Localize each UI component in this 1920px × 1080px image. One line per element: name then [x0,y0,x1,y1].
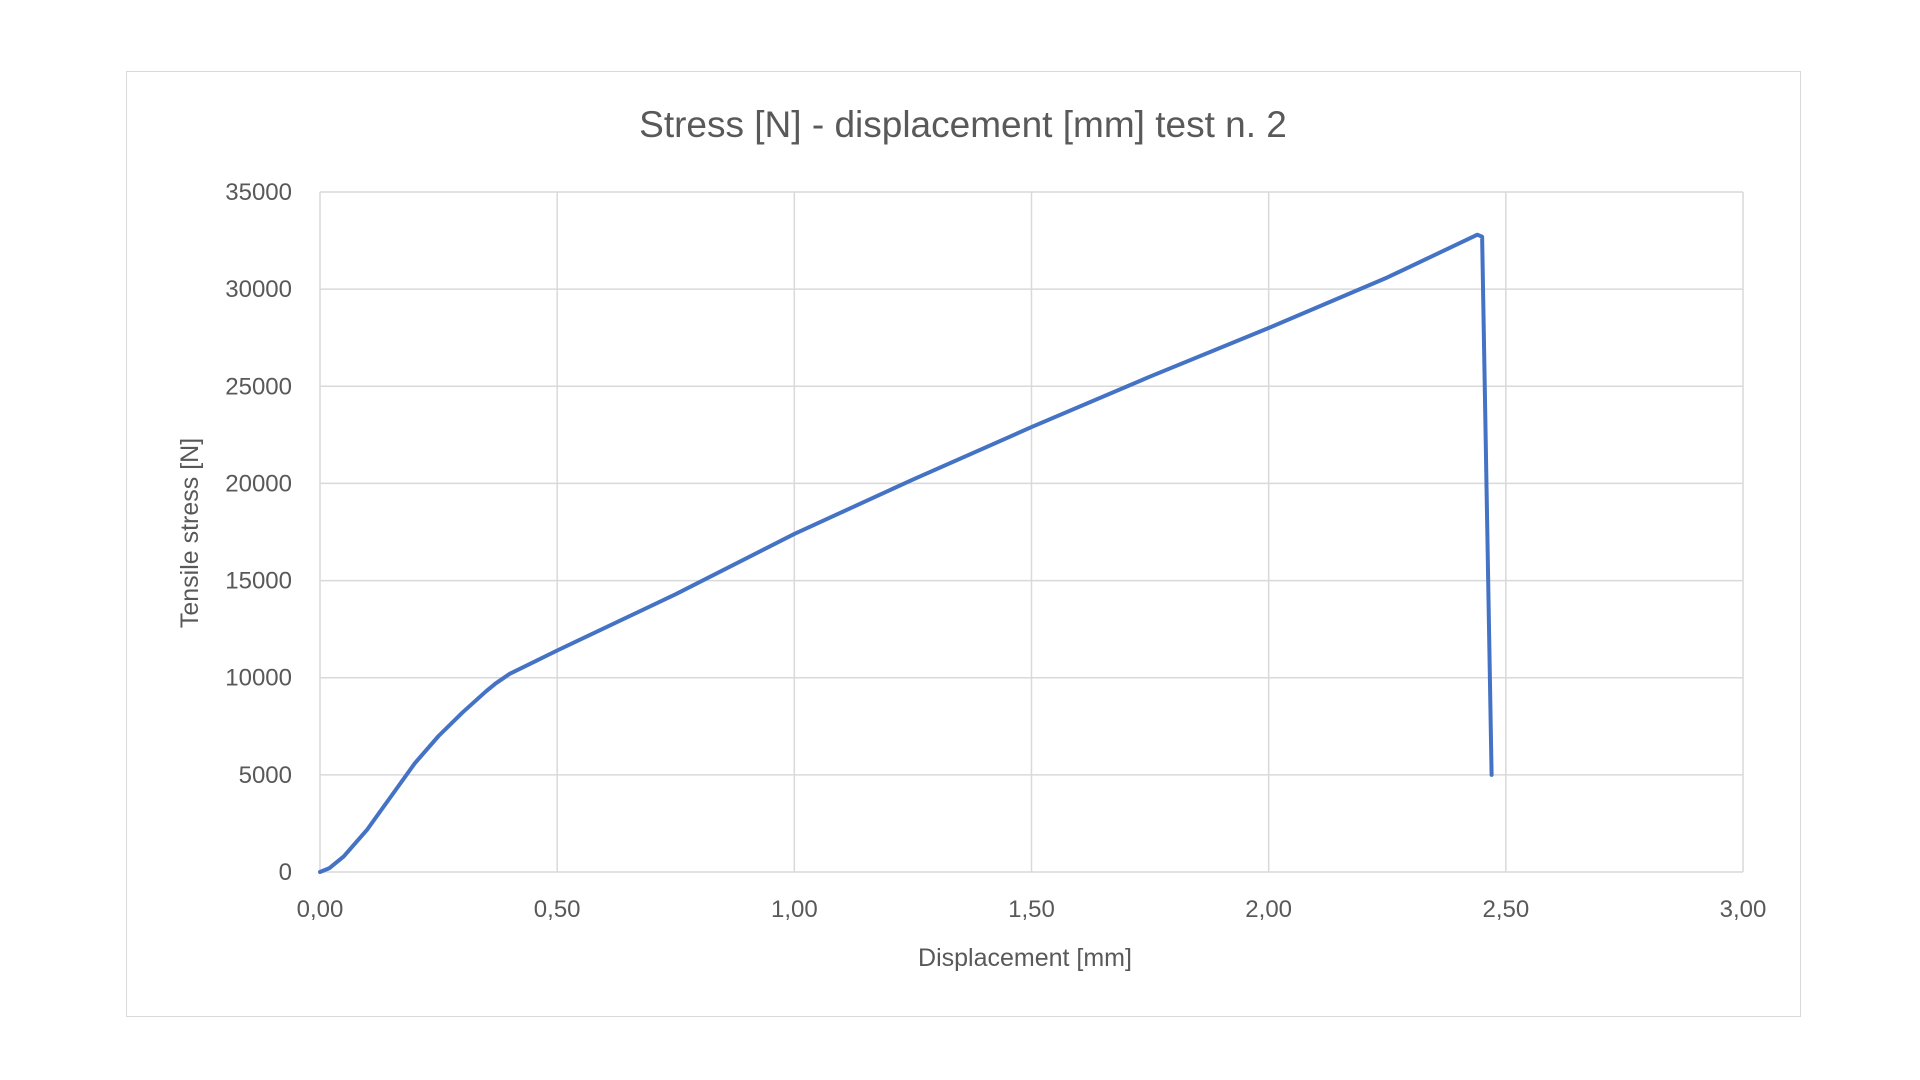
x-axis-title: Displacement [mm] [918,944,1132,972]
y-tick-label: 20000 [225,470,292,497]
y-tick-label: 5000 [239,762,292,789]
y-tick-label: 0 [279,859,292,886]
y-tick-label: 10000 [225,665,292,692]
y-axis-title: Tensile stress [N] [176,438,204,628]
series-layer [318,232,1494,874]
x-tick-label: 2,00 [1245,896,1292,923]
series-line [318,232,1494,874]
chart-title: Stress [N] - displacement [mm] test n. 2 [639,104,1287,145]
x-tick-label: 1,50 [1008,896,1055,923]
chart-area [126,71,1801,1017]
x-tick-label: 1,00 [771,896,818,923]
gridlines [319,191,1744,873]
tick-labels: 0 5000 10000 15000 20000 25000 30000 35000 0,00 0… [225,179,1766,923]
y-tick-label: 15000 [225,568,292,595]
y-tick-label: 35000 [225,179,292,206]
y-tick-label: 25000 [225,373,292,400]
x-tick-label: 0,50 [534,896,581,923]
x-tick-label: 2,50 [1482,896,1529,923]
x-tick-label: 0,00 [297,896,344,923]
y-tick-label: 30000 [225,276,292,303]
x-tick-label: 3,00 [1720,896,1767,923]
